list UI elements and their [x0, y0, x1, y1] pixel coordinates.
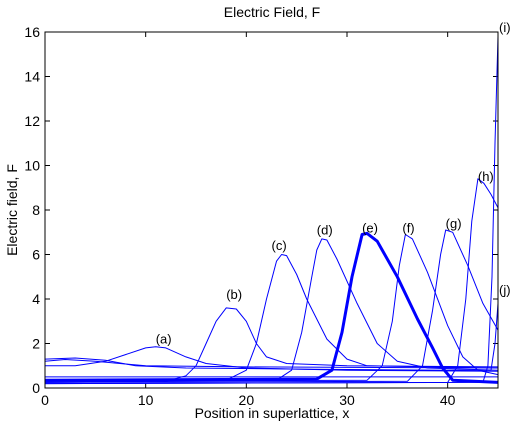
- y-tick-label: 6: [32, 247, 40, 263]
- y-tick-label: 8: [32, 202, 40, 218]
- series-line-c: [44, 254, 499, 382]
- curve-label-e: (e): [362, 220, 378, 235]
- x-axis: 0 10 20 30 40: [41, 32, 456, 408]
- x-tick-label: 10: [138, 392, 154, 408]
- y-tick-label: 0: [32, 380, 40, 396]
- curve-label-g: (g): [446, 216, 462, 231]
- series-line-g: [44, 229, 499, 383]
- curve-label-d: (d): [317, 222, 333, 237]
- curve-label-a: (a): [156, 332, 172, 347]
- x-tick-label: 30: [339, 392, 355, 408]
- curve-label-f: (f): [402, 220, 414, 235]
- y-tick-label: 10: [24, 158, 40, 174]
- series-line-f: [44, 234, 499, 382]
- series-line-b: [44, 307, 499, 383]
- curve-label-h: (h): [478, 169, 494, 184]
- curve-label-i: (i): [499, 20, 511, 35]
- curve-label-j: (j): [499, 283, 511, 298]
- x-axis-title: Position in superlattice, x: [195, 405, 350, 421]
- series-line-i: [44, 36, 499, 385]
- series-line-e: [44, 231, 499, 384]
- y-tick-label: 14: [24, 69, 40, 85]
- curve-label-c: (c): [272, 238, 287, 253]
- y-tick-label: 16: [24, 24, 40, 40]
- y-tick-label: 2: [32, 336, 40, 352]
- y-tick-label: 12: [24, 113, 40, 129]
- series-line-h: [44, 178, 499, 385]
- baseline-line: [44, 358, 499, 369]
- y-axis: 0 2 4 6 8 10 12 14 16: [24, 24, 498, 396]
- curve-label-b: (b): [226, 287, 242, 302]
- plot-frame: [44, 31, 499, 389]
- x-tick-label: 40: [440, 392, 456, 408]
- x-tick-label: 0: [41, 392, 49, 408]
- plot-lines: [44, 36, 499, 385]
- series-line-d: [44, 238, 499, 382]
- x-tick-label: 20: [239, 392, 255, 408]
- series-line-j: [44, 303, 499, 371]
- curve-labels: (a) (b) (c) (d) (e) (f) (g) (h) (i) (j): [156, 20, 511, 347]
- y-axis-title: Electric field, F: [4, 164, 20, 256]
- y-tick-label: 4: [32, 291, 40, 307]
- chart-title: Electric Field, F: [224, 4, 320, 20]
